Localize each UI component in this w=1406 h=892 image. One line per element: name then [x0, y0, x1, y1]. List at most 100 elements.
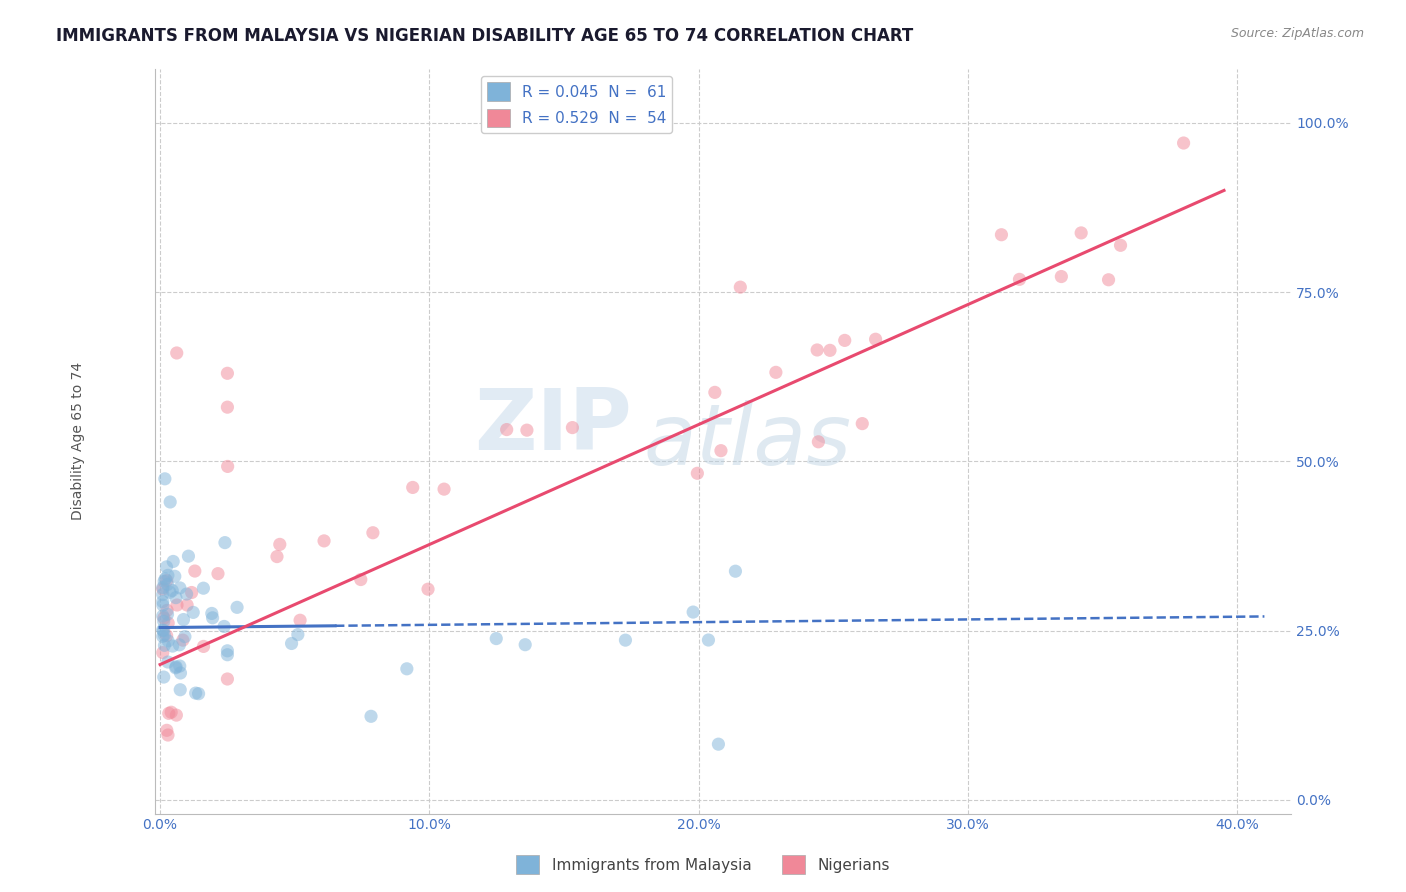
- Point: [163, 569, 186, 583]
- Point: [162, 583, 184, 598]
- Point: [166, 346, 188, 360]
- Point: [1008, 272, 1031, 286]
- Point: [176, 598, 198, 612]
- Point: [184, 564, 207, 578]
- Point: [269, 537, 291, 551]
- Point: [1109, 238, 1132, 252]
- Point: [152, 581, 174, 595]
- Point: [162, 554, 184, 568]
- Point: [1070, 226, 1092, 240]
- Point: [433, 482, 456, 496]
- Point: [153, 574, 176, 589]
- Point: [152, 624, 174, 638]
- Point: [169, 682, 191, 697]
- Point: [153, 628, 176, 642]
- Point: [402, 480, 425, 494]
- Point: [217, 648, 239, 662]
- Point: [165, 708, 187, 723]
- Point: [682, 605, 704, 619]
- Point: [153, 611, 176, 625]
- Point: [686, 467, 709, 481]
- Point: [214, 535, 236, 549]
- Point: [156, 607, 179, 622]
- Y-axis label: Disability Age 65 to 74: Disability Age 65 to 74: [72, 362, 86, 520]
- Point: [217, 644, 239, 658]
- Point: [177, 549, 200, 564]
- Point: [350, 573, 373, 587]
- Point: [165, 661, 187, 675]
- Point: [287, 627, 309, 641]
- Point: [157, 633, 180, 648]
- Point: [1173, 136, 1195, 150]
- Point: [160, 705, 183, 719]
- Point: [212, 619, 235, 633]
- Point: [155, 572, 177, 586]
- Point: [201, 607, 224, 621]
- Point: [226, 600, 249, 615]
- Point: [201, 611, 224, 625]
- Point: [990, 227, 1012, 242]
- Point: [156, 603, 179, 617]
- Point: [707, 737, 730, 751]
- Point: [765, 365, 787, 379]
- Point: [515, 638, 537, 652]
- Point: [516, 423, 538, 437]
- Point: [156, 629, 179, 643]
- Point: [159, 495, 181, 509]
- Point: [152, 595, 174, 609]
- Point: [614, 633, 637, 648]
- Point: [187, 687, 209, 701]
- Point: [169, 659, 191, 673]
- Point: [165, 591, 187, 605]
- Point: [153, 638, 176, 652]
- Point: [360, 709, 382, 723]
- Point: [710, 443, 733, 458]
- Point: [697, 633, 720, 648]
- Point: [266, 549, 288, 564]
- Legend: R = 0.045  N =  61, R = 0.529  N =  54: R = 0.045 N = 61, R = 0.529 N = 54: [481, 76, 672, 133]
- Point: [152, 582, 174, 596]
- Point: [169, 638, 191, 652]
- Text: Source: ZipAtlas.com: Source: ZipAtlas.com: [1230, 27, 1364, 40]
- Point: [176, 587, 198, 601]
- Point: [280, 636, 302, 650]
- Point: [156, 574, 179, 588]
- Point: [851, 417, 873, 431]
- Point: [152, 629, 174, 643]
- Point: [865, 332, 887, 346]
- Point: [807, 434, 830, 449]
- Point: [207, 566, 229, 581]
- Point: [152, 588, 174, 602]
- Point: [157, 706, 180, 721]
- Point: [834, 334, 856, 348]
- Point: [169, 665, 191, 680]
- Point: [156, 723, 179, 738]
- Point: [159, 585, 181, 599]
- Point: [806, 343, 828, 357]
- Point: [156, 568, 179, 582]
- Point: [561, 420, 583, 434]
- Point: [730, 280, 752, 294]
- Point: [169, 581, 191, 595]
- Point: [157, 616, 180, 631]
- Point: [156, 577, 179, 591]
- Point: [818, 343, 841, 358]
- Text: ZIP: ZIP: [474, 384, 633, 467]
- Point: [152, 598, 174, 612]
- Point: [153, 472, 176, 486]
- Point: [166, 598, 188, 612]
- Point: [395, 662, 418, 676]
- Point: [193, 581, 215, 595]
- Point: [1097, 273, 1119, 287]
- Text: atlas: atlas: [644, 400, 852, 483]
- Point: [152, 615, 174, 629]
- Point: [165, 660, 187, 674]
- Point: [312, 533, 335, 548]
- Point: [156, 728, 179, 742]
- Point: [361, 525, 384, 540]
- Point: [217, 400, 239, 414]
- Point: [184, 686, 207, 700]
- Point: [217, 366, 239, 380]
- Point: [155, 560, 177, 574]
- Point: [156, 655, 179, 669]
